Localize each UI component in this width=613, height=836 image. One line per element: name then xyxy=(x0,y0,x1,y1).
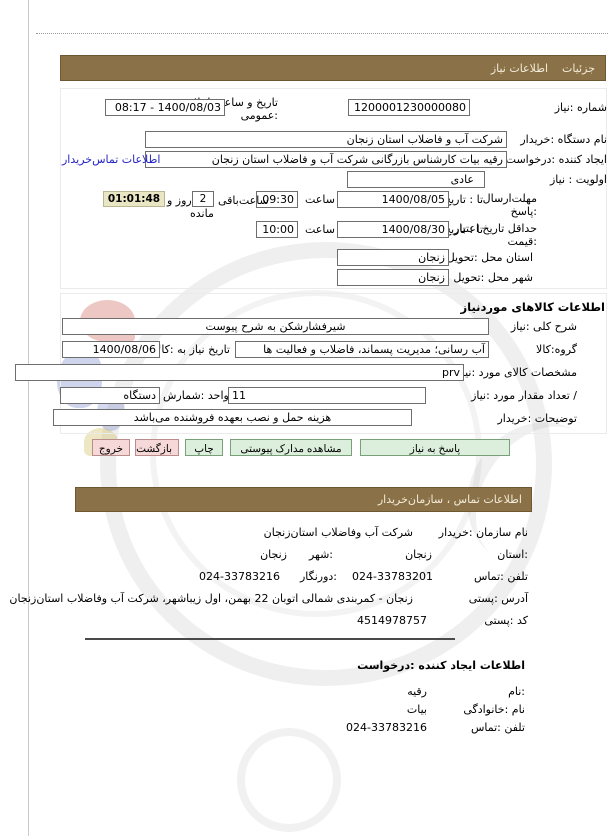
need-number-field[interactable]: 1200001230000080 xyxy=(348,99,470,116)
count-unit-label: واحد :شمارش xyxy=(163,389,229,402)
reply-deadline-label-line1: مهلت‌ارسال xyxy=(482,192,537,205)
org-province-label: :استان xyxy=(497,548,528,561)
goods-spec-label: مشخصات کالای مورد :نیاز xyxy=(456,366,577,379)
delivery-city-label: شهر محل :تحویل xyxy=(453,271,533,284)
print-button[interactable]: چاپ xyxy=(185,439,223,456)
creator-phone-value: 024-33783216 xyxy=(346,721,427,734)
view-attachments-button[interactable]: مشاهده مدارک پیوستی (2) xyxy=(230,439,352,456)
announce-datetime-label-line2: :عمومی xyxy=(240,109,278,122)
priority-label: اولویت : نیاز xyxy=(549,173,607,186)
buyer-note-field[interactable]: هزینه حمل و نصب بعهده فروشنده می‌باشد xyxy=(53,409,412,426)
back-button[interactable]: بازگشت xyxy=(135,439,179,456)
count-unit-field[interactable]: دستگاه xyxy=(60,387,160,404)
need-number-label: شماره :نیاز xyxy=(554,101,607,114)
buyer-contact-title: اطلاعات تماس ، سازمان‌خریدار xyxy=(377,493,522,506)
creator-first-name-label: :نام xyxy=(508,685,525,698)
price-validity-label-line1: حداقل تاریخ اعتبار xyxy=(453,222,537,235)
delivery-city-field[interactable]: زنجان xyxy=(337,269,449,286)
org-fax-label: :دورنگار xyxy=(299,570,337,583)
tab-need-info[interactable]: اطلاعات نیاز xyxy=(490,62,548,75)
goods-group-field[interactable]: آب رسانی؛ مدیریت پسماند، فاضلاب و فعالیت… xyxy=(235,341,489,358)
creator-phone-label: تلفن :تماس xyxy=(470,721,525,734)
need-date-label: تاریخ نیاز به :کالا xyxy=(155,343,230,356)
buyer-name-label: نام دستگاه :خریدار xyxy=(520,133,607,146)
org-fax-value: 024-33783216 xyxy=(199,570,280,583)
org-address-label: آدرس :پستی xyxy=(468,592,528,605)
goods-section-box xyxy=(60,293,607,434)
priority-field[interactable]: عادی xyxy=(347,171,485,188)
tab-details[interactable]: جزئیات xyxy=(562,62,595,75)
exit-button[interactable]: خروج xyxy=(92,439,130,456)
validity-hour-label: ساعت xyxy=(305,223,335,236)
org-name-value: شرکت آب وفاضلاب استان‌زنجان xyxy=(263,526,413,539)
org-name-label: نام سازمان :خریدار xyxy=(438,526,528,539)
remaining-time-prefix: ساعت‌باقی xyxy=(218,194,269,207)
validity-until-date-label: تا : تاریخ xyxy=(444,223,483,236)
need-description-label: شرح کلی :نیاز xyxy=(510,320,577,333)
validity-time-field[interactable]: 10:00 xyxy=(256,221,298,238)
creator-first-name-value: رقیه xyxy=(407,685,427,698)
goods-group-label: گروه:کالا xyxy=(536,343,577,356)
section-divider-line xyxy=(85,638,455,640)
org-city-label: :شهر xyxy=(308,548,333,561)
request-creator-field[interactable]: رقیه بیات کارشناس بازرگانی شرکت آب و فاض… xyxy=(145,151,507,168)
remaining-time-box: 01:01:48 xyxy=(103,191,165,207)
deadline-time-field[interactable]: 09:30 xyxy=(256,191,298,208)
announce-datetime-field[interactable]: 08:17 - 1400/08/03 xyxy=(105,99,225,116)
remaining-days-unit: روز و xyxy=(167,194,192,207)
deadline-hour-label: ساعت xyxy=(305,193,335,206)
watermark-ring-bottom xyxy=(237,728,341,832)
need-description-field[interactable]: شیرفشارشکن به شرح پیوست xyxy=(62,318,489,335)
remaining-time-suffix: مانده xyxy=(190,207,214,220)
header-bar: جزئیات اطلاعات نیاز xyxy=(60,55,606,81)
creator-last-name-value: بیات xyxy=(406,703,427,716)
validity-date-field[interactable]: 1400/08/30 xyxy=(337,221,449,238)
price-validity-label-line2: :قیمت xyxy=(507,235,537,248)
goods-section-title: اطلاعات کالاهای موردنیاز xyxy=(460,300,605,314)
org-phone-label: تلفن :تماس xyxy=(473,570,528,583)
left-page-border xyxy=(28,0,29,836)
org-postal-value: 4514978757 xyxy=(357,614,427,627)
general-section-box xyxy=(60,88,607,289)
buyer-name-field[interactable]: شرکت آب و فاضلاب استان زنجان xyxy=(145,131,507,148)
quantity-label: / تعداد مقدار مورد :نیاز xyxy=(471,389,577,402)
request-creator-label: ایجاد کننده :درخواست xyxy=(505,153,607,166)
buyer-note-label: توضیحات :خریدار xyxy=(497,412,578,425)
delivery-province-label: استان محل :تحویل xyxy=(446,251,533,264)
org-city-value: زنجان xyxy=(260,548,287,561)
deadline-until-date-label: تا : تاریخ xyxy=(444,193,483,206)
creator-section-title: اطلاعات ایجاد کننده :درخواست xyxy=(357,659,525,672)
buyer-contact-link[interactable]: اطلاعات تماس‌خریدار xyxy=(62,153,161,166)
org-address-value: زنجان - کمربندی شمالی اتوبان 22 بهمن، او… xyxy=(9,592,413,605)
goods-spec-field[interactable]: prv xyxy=(15,364,464,381)
quantity-field[interactable]: 11 xyxy=(228,387,426,404)
deadline-date-field[interactable]: 1400/08/05 xyxy=(337,191,449,208)
creator-last-name-label: نام :خانوادگی xyxy=(463,703,525,716)
org-phone-value: 024-33783201 xyxy=(352,570,433,583)
delivery-province-field[interactable]: زنجان xyxy=(337,249,449,266)
reply-deadline-label-line2: :پاسخ xyxy=(510,205,537,218)
need-date-field[interactable]: 1400/08/06 xyxy=(62,341,160,358)
remaining-days-box: 2 xyxy=(192,191,214,207)
org-province-value: زنجان xyxy=(405,548,432,561)
reply-to-need-button[interactable]: پاسخ به نیاز xyxy=(360,439,510,456)
buyer-contact-bar: اطلاعات تماس ، سازمان‌خریدار xyxy=(75,487,532,512)
top-dotted-divider xyxy=(36,33,608,34)
org-postal-label: کد :پستی xyxy=(484,614,528,627)
